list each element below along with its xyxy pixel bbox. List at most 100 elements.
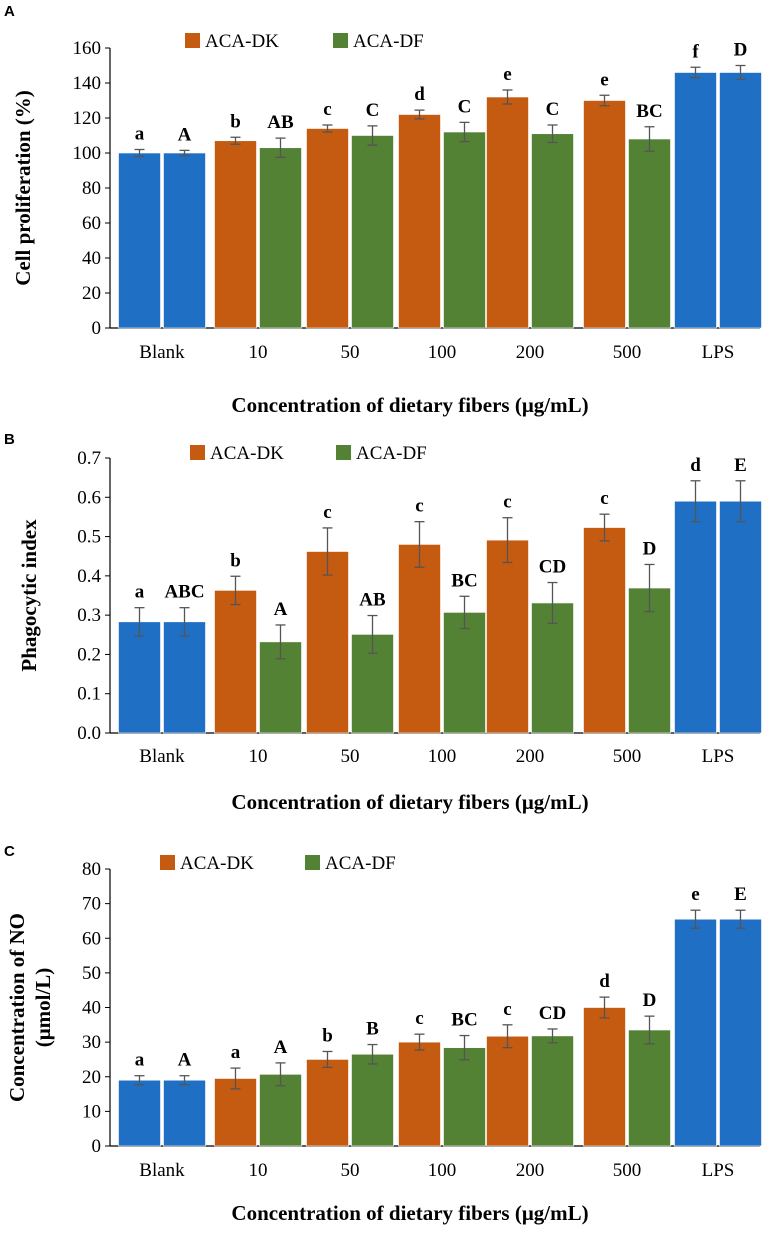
bar	[214, 1078, 257, 1147]
significance-label: a	[135, 582, 145, 603]
bar	[719, 500, 762, 734]
x-axis-title: Concentration of dietary fibers (μg/mL)	[231, 1201, 588, 1225]
y-axis-title: Cell proliferation (%)	[11, 90, 35, 286]
bar	[486, 1035, 529, 1147]
significance-label: c	[600, 488, 608, 509]
x-tick-label: 50	[341, 746, 360, 767]
x-tick-label: 100	[428, 746, 457, 767]
legend-entry: ACA-DF	[356, 443, 427, 464]
y-tick-label: 30	[82, 1032, 101, 1053]
significance-label: a	[135, 1050, 145, 1071]
bar	[583, 100, 626, 329]
x-tick-label: 50	[341, 1160, 360, 1181]
x-axis-title: Concentration of dietary fibers (μg/mL)	[231, 790, 588, 814]
x-tick-label: 10	[249, 342, 268, 363]
x-tick-label: 10	[249, 1160, 268, 1181]
significance-label: d	[690, 455, 701, 476]
bar	[674, 500, 717, 734]
y-tick-label: 80	[82, 859, 101, 880]
bar	[259, 147, 302, 329]
bar	[398, 544, 441, 734]
bar	[486, 96, 529, 329]
bar	[163, 621, 206, 734]
significance-label: C	[546, 99, 560, 120]
significance-label: BC	[451, 570, 477, 591]
significance-label: a	[135, 124, 145, 145]
significance-label: e	[600, 69, 608, 90]
bar	[443, 612, 486, 734]
significance-label: ABC	[164, 582, 204, 603]
x-tick-label: LPS	[702, 342, 735, 363]
bar	[398, 114, 441, 329]
y-tick-label: 0.5	[77, 527, 101, 548]
significance-label: A	[178, 1050, 192, 1071]
x-axis-title: Concentration of dietary fibers (μg/mL)	[231, 393, 588, 417]
y-tick-label: 140	[73, 73, 102, 94]
panel-B: B 0.0 0.1 0.2 0.3 0.4 0.5 0.6 0.7 Phagocytic inde…	[4, 431, 762, 814]
y-tick-label: 0.3	[77, 605, 101, 626]
y-tick-label: 100	[73, 143, 102, 164]
significance-label: c	[323, 99, 331, 120]
legend-swatch	[185, 33, 200, 48]
bar	[486, 539, 529, 734]
x-tick-label: 500	[613, 342, 642, 363]
y-tick-label: 50	[82, 963, 101, 984]
bar	[583, 1007, 626, 1147]
y-axis-title-line: (μmol/L)	[31, 968, 55, 1048]
bar	[719, 918, 762, 1147]
significance-label: BC	[451, 1010, 477, 1031]
significance-label: b	[322, 1025, 333, 1046]
y-tick-label: 0	[92, 318, 102, 339]
bar	[306, 551, 349, 734]
legend-swatch	[336, 445, 351, 460]
y-tick-label: 10	[82, 1101, 101, 1122]
x-tick-label: LPS	[702, 1160, 735, 1181]
y-tick-label: 20	[82, 1067, 101, 1088]
bar	[163, 152, 206, 329]
significance-label: a	[231, 1042, 241, 1063]
legend-swatch	[190, 445, 205, 460]
bar	[398, 1041, 441, 1147]
significance-label: AB	[359, 590, 386, 611]
bar	[443, 1047, 486, 1147]
legend-entry: ACA-DF	[353, 31, 424, 52]
significance-label: c	[415, 1008, 423, 1029]
significance-label: c	[503, 999, 511, 1020]
legend-swatch	[305, 855, 320, 870]
bar	[443, 131, 486, 329]
panel-letter: B	[4, 431, 15, 448]
legend-entry: ACA-DK	[205, 31, 279, 52]
significance-label: A	[274, 1037, 288, 1058]
x-tick-label: 10	[249, 746, 268, 767]
legend-entry: ACA-DK	[180, 853, 254, 874]
x-tick-label: 500	[613, 1160, 642, 1181]
bar	[583, 527, 626, 734]
significance-label: e	[691, 884, 699, 905]
y-tick-label: 80	[82, 178, 101, 199]
bar	[214, 590, 257, 734]
significance-label: BC	[636, 101, 662, 122]
bar	[118, 152, 161, 329]
panel-C: C 0 10 20 30 40 50 60 70 80 Concentration of NO (μm…	[4, 843, 762, 1225]
x-tick-label: 200	[516, 342, 545, 363]
significance-label: A	[274, 599, 288, 620]
y-tick-label: 60	[82, 213, 101, 234]
significance-label: B	[366, 1019, 379, 1040]
significance-label: f	[692, 41, 699, 62]
significance-label: d	[414, 84, 425, 105]
significance-label: d	[599, 971, 610, 992]
legend-swatch	[333, 33, 348, 48]
y-tick-label: 0.4	[77, 566, 101, 587]
bar	[531, 1035, 574, 1147]
y-tick-label: 70	[82, 894, 101, 915]
y-tick-label: 160	[73, 38, 102, 59]
y-tick-label: 120	[73, 108, 102, 129]
y-tick-label: 0.2	[77, 644, 101, 665]
bar	[351, 1053, 394, 1147]
x-tick-label: 100	[428, 1160, 457, 1181]
significance-label: C	[366, 100, 380, 121]
significance-label: C	[458, 96, 472, 117]
bar	[163, 1079, 206, 1147]
significance-label: b	[230, 111, 241, 132]
